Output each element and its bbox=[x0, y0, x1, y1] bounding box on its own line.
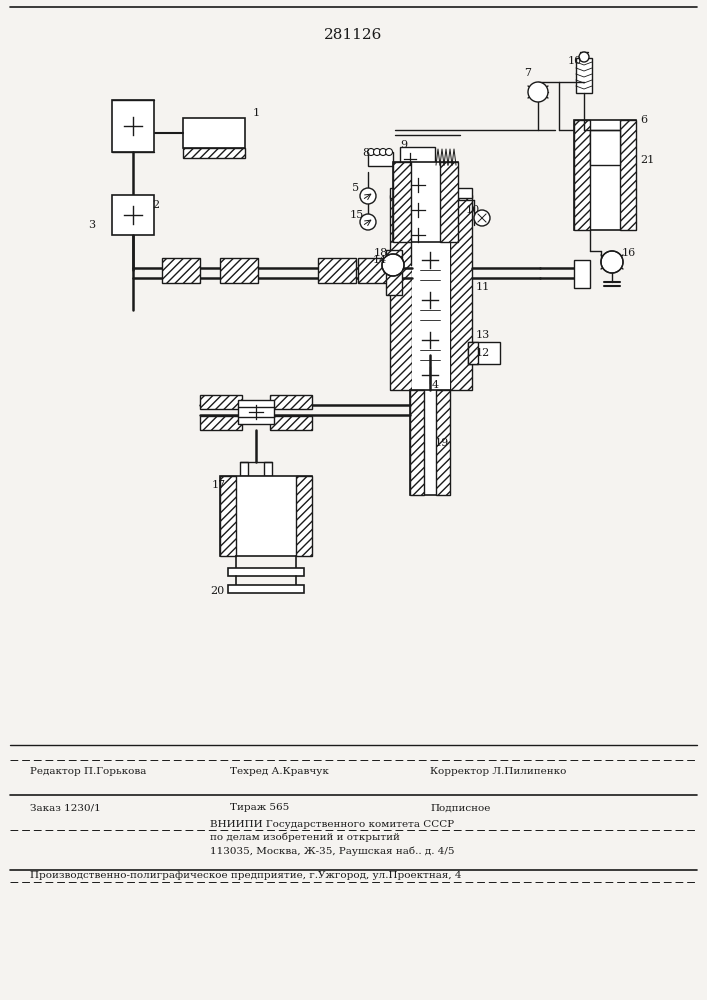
Text: 18: 18 bbox=[374, 248, 388, 258]
Text: 13: 13 bbox=[476, 330, 490, 340]
Text: по делам изобретений и открытий: по делам изобретений и открытий bbox=[210, 833, 400, 842]
Text: Производственно-полиграфическое предприятие, г.Ужгород, ул.Проектная, 4: Производственно-полиграфическое предприя… bbox=[30, 870, 462, 880]
Bar bbox=[228, 585, 304, 593]
Bar bbox=[450, 195, 472, 390]
Bar bbox=[183, 118, 245, 148]
Polygon shape bbox=[393, 265, 402, 272]
Text: 21: 21 bbox=[640, 155, 654, 165]
Text: Корректор Л.Пилипенко: Корректор Л.Пилипенко bbox=[430, 768, 566, 776]
Text: Редактор П.Горькова: Редактор П.Горькова bbox=[30, 768, 146, 776]
Bar bbox=[390, 188, 472, 198]
Bar bbox=[220, 476, 312, 556]
Text: Тираж 565: Тираж 565 bbox=[230, 804, 289, 812]
Polygon shape bbox=[384, 258, 393, 265]
Text: Подписное: Подписное bbox=[430, 804, 491, 812]
Bar bbox=[200, 395, 242, 409]
Text: 15: 15 bbox=[350, 210, 364, 220]
Circle shape bbox=[601, 251, 623, 273]
Text: 5: 5 bbox=[352, 183, 359, 193]
Text: 12: 12 bbox=[476, 348, 490, 358]
Bar bbox=[112, 100, 154, 152]
Bar bbox=[576, 58, 592, 93]
Text: 3: 3 bbox=[88, 220, 95, 230]
Circle shape bbox=[579, 52, 589, 62]
Circle shape bbox=[368, 148, 375, 155]
Bar bbox=[368, 152, 393, 166]
Bar bbox=[270, 395, 312, 409]
Bar bbox=[228, 568, 304, 576]
Text: Заказ 1230/1: Заказ 1230/1 bbox=[30, 804, 101, 812]
Bar bbox=[200, 416, 242, 430]
Text: 19: 19 bbox=[435, 438, 449, 448]
Text: 17: 17 bbox=[212, 480, 226, 490]
Bar bbox=[468, 342, 478, 364]
Bar bbox=[410, 390, 424, 495]
Text: 1: 1 bbox=[253, 108, 260, 118]
Circle shape bbox=[382, 254, 404, 276]
Text: 8: 8 bbox=[362, 148, 369, 158]
Bar bbox=[264, 462, 272, 476]
Text: 14: 14 bbox=[373, 255, 387, 265]
Bar bbox=[220, 258, 258, 283]
Bar bbox=[358, 258, 396, 283]
Bar bbox=[468, 342, 500, 364]
Text: 281126: 281126 bbox=[324, 28, 382, 42]
Text: 9: 9 bbox=[400, 140, 407, 150]
Text: 6: 6 bbox=[640, 115, 647, 125]
Bar bbox=[270, 416, 312, 430]
Text: Техред А.Кравчук: Техред А.Кравчук bbox=[230, 768, 329, 776]
Bar bbox=[183, 148, 245, 158]
Text: 10: 10 bbox=[466, 205, 480, 215]
Text: ВНИИПИ Государственного комитета СССР: ВНИИПИ Государственного комитета СССР bbox=[210, 820, 454, 829]
Text: 7: 7 bbox=[524, 68, 531, 78]
Text: 113035, Москва, Ж-35, Раушская наб.. д. 4/5: 113035, Москва, Ж-35, Раушская наб.. д. … bbox=[210, 846, 455, 856]
Text: 11: 11 bbox=[476, 282, 490, 292]
Bar bbox=[400, 147, 435, 172]
Bar bbox=[393, 162, 411, 242]
Bar bbox=[590, 130, 620, 165]
Bar bbox=[436, 390, 450, 495]
Bar bbox=[393, 162, 458, 242]
Bar bbox=[410, 390, 450, 495]
Bar bbox=[574, 260, 590, 288]
Circle shape bbox=[528, 82, 548, 102]
Bar bbox=[574, 120, 590, 230]
Bar bbox=[390, 195, 412, 390]
Bar bbox=[238, 400, 274, 424]
Bar bbox=[386, 250, 402, 295]
Text: 10: 10 bbox=[568, 56, 583, 66]
Bar bbox=[220, 476, 236, 556]
Bar bbox=[296, 476, 312, 556]
Circle shape bbox=[385, 148, 392, 155]
Circle shape bbox=[360, 188, 376, 204]
Bar bbox=[162, 258, 200, 283]
Bar bbox=[240, 462, 248, 476]
Text: 2: 2 bbox=[152, 200, 159, 210]
Circle shape bbox=[474, 210, 490, 226]
Bar bbox=[620, 120, 636, 230]
Text: 16: 16 bbox=[622, 248, 636, 258]
Circle shape bbox=[360, 214, 376, 230]
Circle shape bbox=[380, 148, 387, 155]
Bar bbox=[574, 120, 636, 230]
Bar bbox=[112, 195, 154, 235]
Text: 20: 20 bbox=[210, 586, 224, 596]
Bar bbox=[412, 195, 450, 390]
Bar bbox=[440, 162, 458, 242]
Text: 4: 4 bbox=[432, 380, 439, 390]
Circle shape bbox=[373, 148, 380, 155]
Bar bbox=[318, 258, 356, 283]
